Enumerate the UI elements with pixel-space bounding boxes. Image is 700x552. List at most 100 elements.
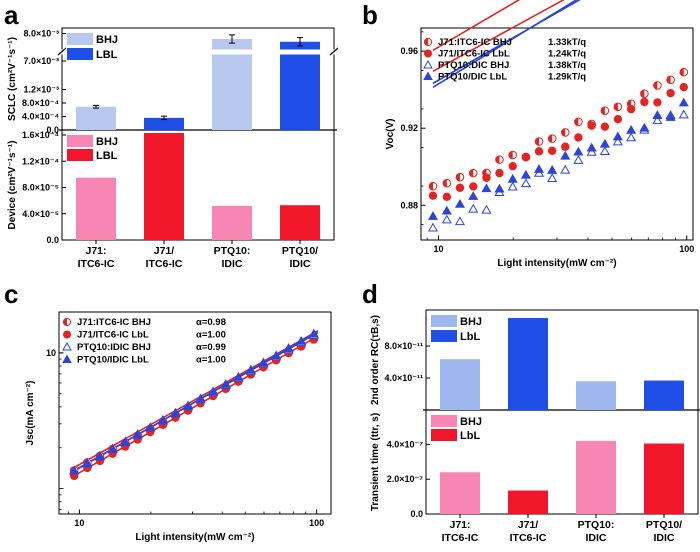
panel-a-break-mark-1a (329, 47, 339, 56)
panel-b-fit-line-0 (432, 0, 521, 52)
panel-b-series-2-point-19 (678, 109, 689, 119)
panel-c-legend-name-3: PTQ10/IDIC LbL (77, 355, 149, 366)
panel-b-legend-marker-3 (423, 71, 433, 80)
panel-b-legend-marker-1 (423, 49, 432, 58)
panel-b-series-3-point-2 (454, 198, 465, 208)
panel-b-series-2-point-12 (586, 146, 597, 156)
panel-b-series-2-point-2 (454, 216, 465, 226)
panel-c-legend-name-1: J71/ITC6-IC LbL (77, 330, 149, 341)
panel-b-xtick-label-0: 10 (434, 244, 444, 254)
panel-b-series-3-point-14 (612, 131, 623, 141)
panel-a-bottom-legend-label-1: LBL (96, 150, 118, 162)
panel-a-bottom-legend-swatch-0 (67, 135, 93, 147)
panel-c-series-3-point-0 (69, 465, 80, 475)
panel-a-bottom-ytick-label-2: 8.0×10⁻⁵ (22, 183, 59, 193)
panel-c-legend-value-0: α=0.98 (196, 317, 226, 328)
panel-a-top-ytick-label-2: 8.0×10⁻⁴ (22, 98, 59, 108)
panel-d-category-label-1-0: J71/ (518, 519, 539, 531)
panel-b-series-3-point-16 (639, 122, 650, 132)
panel-d-top-ylabel: 2nd order RC(τB,s) (370, 315, 381, 405)
panel-b-series-3-point-3 (468, 191, 479, 200)
panel-b-series-1-point-2 (455, 183, 465, 192)
panel-d-top-ytick-label-2: 8.0×10⁻¹¹ (384, 341, 423, 351)
panel-d-top-legend-swatch-0 (431, 315, 457, 327)
panel-b-series-0-point-10-half (561, 128, 566, 137)
panel-c-series-3-point-10 (195, 393, 206, 403)
panel-c-series-3-point-11 (208, 386, 219, 396)
panel-a-axis-break-gap (56, 49, 340, 55)
panel-a-label: a (4, 0, 19, 30)
panel-c-series-3-point-4 (120, 436, 131, 446)
panel-b-series-0-point-18-half (666, 76, 671, 84)
panel-b-series-3-point-13 (599, 138, 610, 148)
panel-d-label: d (362, 279, 378, 309)
panel-b-series-1-point-1 (442, 192, 452, 202)
panel-b-series-1-point-6 (508, 161, 517, 171)
panel-d-bottom-ylabel: Transient time (ttr, s) (370, 413, 381, 511)
panel-b-series-0-point-8-half (535, 137, 539, 146)
panel-a-category-label-3-1: IDIC (290, 258, 311, 270)
panel-b-legend-name-2: PTQ10:DIC BHJ (438, 60, 509, 71)
panel-b-series-3-point-9 (547, 165, 558, 174)
panel-a-category-label-0-1: ITC6-IC (78, 258, 115, 270)
panel-d-category-label-3-1: IDIC (654, 532, 675, 544)
panel-a-bottom-ylabel: Device (cm²V⁻¹s⁻¹) (7, 141, 18, 230)
panel-a-top-ytick-label-1: 4.0×10⁻⁴ (22, 112, 59, 122)
panel-b-series-2-point-15 (626, 132, 637, 142)
panel-b-series-1-point-11 (574, 133, 583, 142)
panel-c-label: c (4, 279, 18, 309)
panel-a-category-label-1-1: ITC6-IC (146, 258, 183, 270)
panel-b-series-1-point-17 (653, 98, 662, 107)
panel-a-bottom-ytick-label-4: 1.6×10⁻⁴ (22, 130, 59, 140)
panel-a-bottom-legend-label-0: BHJ (96, 136, 118, 148)
panel-d-bottom-ytick-label-2: 4.0×10⁻⁷ (387, 439, 424, 449)
panel-b-series-0-point-19-half (679, 68, 684, 76)
panel-d-category-label-1-1: ITC6-IC (510, 532, 547, 544)
panel-b-legend-name-0: J71:ITC6-IC BHJ (438, 37, 512, 48)
panel-c-legend-value-3: α=1.00 (196, 355, 226, 366)
panel-b-xtick-label-1: 100 (679, 244, 694, 254)
panel-b-series-0-point-14-half (614, 103, 618, 111)
panel-b-series-3-point-11 (573, 146, 584, 156)
panel-a-bottom-bar-1 (144, 133, 184, 240)
panel-b-legend-marker-0 (423, 37, 433, 47)
panel-a-top-ytick-label-0: 0.0 (46, 125, 59, 135)
panel-c-legend-name-0: J71:ITC6-IC BHJ (77, 317, 151, 328)
panel-b-ytick-label-1: 0.92 (400, 123, 418, 133)
panel-b-ytick-label-0: 0.88 (400, 200, 418, 210)
panel-d-category-label-0-1: ITC6-IC (442, 532, 479, 544)
panel-b-fit-line-1 (432, 0, 565, 73)
panel-a-category-label-1-0: J71/ (154, 245, 175, 257)
panel-b-series-2-point-4 (481, 204, 492, 214)
panel-b-series-1-point-18 (666, 88, 675, 98)
panel-b-series-2-point-13 (599, 146, 610, 155)
panel-d-bottom-legend-swatch-0 (431, 415, 457, 427)
panel-a-bottom-legend-swatch-1 (67, 149, 93, 161)
panel-a-top-bar-3 (280, 41, 320, 130)
panel-a-bottom-ytick-label-1: 4.0×10⁻⁵ (22, 209, 59, 219)
panel-b-legend-value-0: 1.33kT/q (548, 37, 586, 48)
panel-b-series-2-point-9 (547, 173, 558, 182)
panel-a-category-label-2-0: PTQ10: (214, 245, 251, 257)
panel-d-bottom-bar-3 (644, 443, 684, 514)
panel-b-series-2-point-10 (560, 164, 571, 174)
panel-a-top-legend-label-0: BHJ (96, 34, 118, 46)
panel-b-series-1-point-19 (679, 82, 688, 92)
panel-d-bottom-bar-0 (440, 472, 480, 514)
panel-d-category-label-2-0: PTQ10: (578, 519, 615, 531)
panel-b-series-3-point-12 (586, 142, 597, 152)
panel-c-series-3-point-19 (308, 328, 319, 338)
panel-b-series-1-point-13 (600, 122, 610, 131)
panel-b-series-0-point-5-half (495, 155, 500, 164)
panel-d-bottom-bar-2 (576, 440, 616, 514)
panel-b-series-1-point-0 (428, 191, 438, 200)
panel-d-top-bar-0 (440, 359, 480, 410)
panel-b-legend-marker-2 (423, 60, 433, 69)
panel-b-ytick-label-2: 0.96 (400, 46, 418, 56)
panel-b-series-3-point-1 (441, 205, 452, 215)
panel-d-bottom-legend-swatch-1 (431, 429, 457, 441)
panel-a-bottom-bar-0 (76, 177, 116, 240)
panel-b-series-0-point-1-half (443, 179, 447, 187)
panel-a-top-legend-swatch-0 (67, 33, 93, 45)
panel-c-xtick-label-0: 10 (74, 518, 84, 528)
